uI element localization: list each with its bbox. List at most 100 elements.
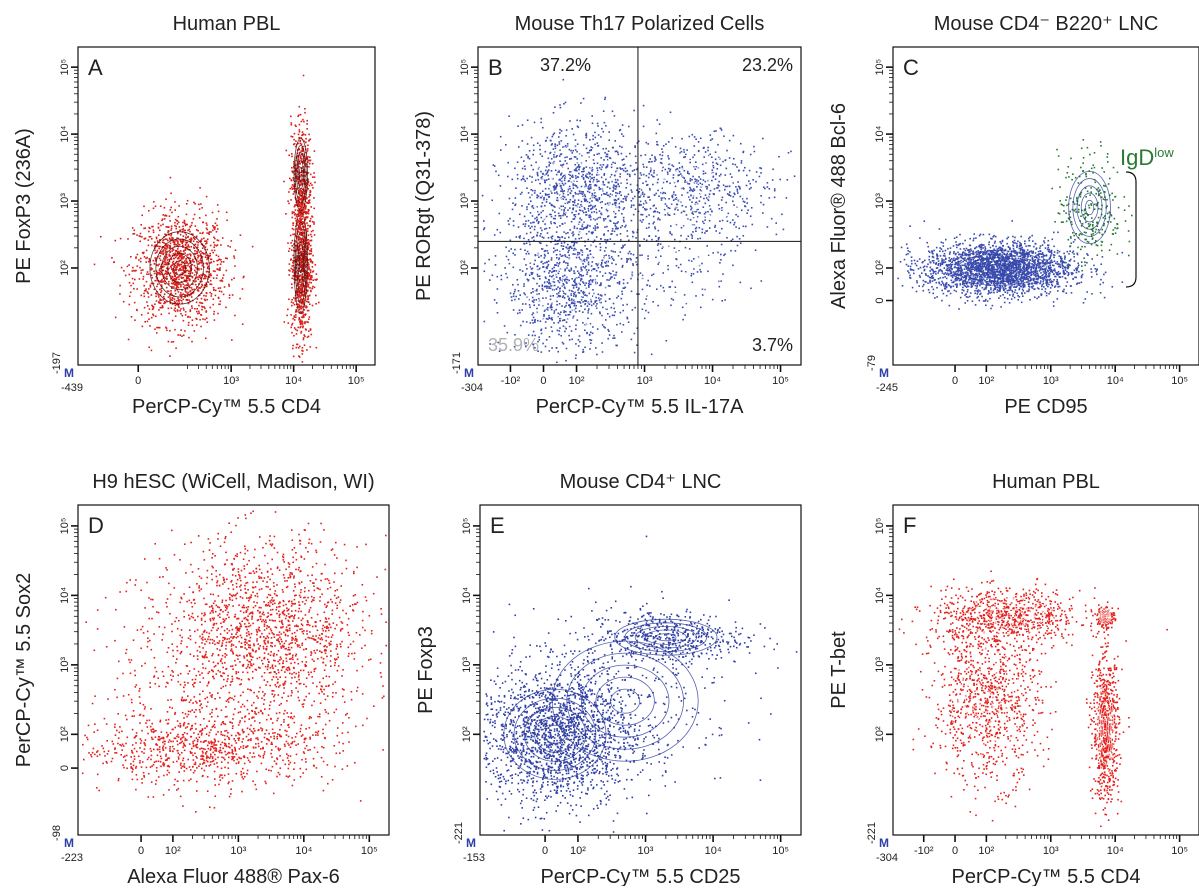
data-point <box>648 214 650 216</box>
plot-frame <box>78 47 375 365</box>
data-point <box>626 317 628 319</box>
data-point <box>707 211 709 213</box>
data-point <box>149 325 151 327</box>
data-point <box>527 119 529 121</box>
data-point <box>227 245 229 247</box>
data-point <box>542 190 544 192</box>
data-point <box>195 253 197 255</box>
data-point <box>308 248 310 250</box>
data-point <box>533 150 535 152</box>
data-point <box>554 145 556 147</box>
data-point <box>556 362 558 364</box>
data-point <box>178 300 180 302</box>
data-point <box>213 289 215 291</box>
data-point <box>494 165 496 167</box>
data-point <box>564 207 566 209</box>
data-point <box>571 269 573 271</box>
data-point <box>642 182 644 184</box>
data-point <box>608 139 610 141</box>
data-point <box>582 174 584 176</box>
data-point <box>538 195 540 197</box>
data-point <box>544 257 546 259</box>
x-min-label: -439 <box>61 382 83 394</box>
data-point <box>139 241 141 243</box>
data-point <box>605 254 607 256</box>
data-point <box>160 205 162 207</box>
data-point <box>578 173 580 175</box>
data-point <box>747 209 749 211</box>
data-point <box>146 257 148 259</box>
data-point <box>565 293 567 295</box>
data-point <box>654 211 656 213</box>
data-point <box>574 199 576 201</box>
data-point <box>532 291 534 293</box>
data-point <box>288 274 290 276</box>
data-point <box>617 193 619 195</box>
data-point <box>100 236 102 238</box>
data-point <box>198 255 200 257</box>
data-point <box>300 143 302 145</box>
data-point <box>691 235 693 237</box>
data-point <box>166 287 168 289</box>
data-point <box>166 276 168 278</box>
data-point <box>573 272 575 274</box>
data-point <box>531 237 533 239</box>
data-point <box>723 135 725 137</box>
data-point <box>635 237 637 239</box>
data-point <box>540 233 542 235</box>
data-point <box>214 319 216 321</box>
data-point <box>629 251 631 253</box>
data-point <box>692 157 694 159</box>
data-point <box>559 239 561 241</box>
data-point <box>558 313 560 315</box>
data-point <box>292 136 294 138</box>
data-point <box>616 324 618 326</box>
data-point <box>163 253 165 255</box>
data-point <box>555 186 557 188</box>
data-point <box>567 263 569 265</box>
data-point <box>177 223 179 225</box>
data-point <box>585 227 587 229</box>
data-point <box>739 238 741 240</box>
data-point <box>299 124 301 126</box>
data-point <box>714 131 716 133</box>
data-point <box>312 279 314 281</box>
data-point <box>548 286 550 288</box>
data-point <box>704 219 706 221</box>
data-point <box>200 203 202 205</box>
data-point <box>286 150 288 152</box>
data-point <box>683 188 685 190</box>
data-point <box>159 269 161 271</box>
data-point <box>655 193 657 195</box>
data-point <box>301 191 303 193</box>
data-point <box>586 233 588 235</box>
data-point <box>143 206 145 208</box>
data-point <box>540 118 542 120</box>
data-point <box>303 121 305 123</box>
data-point <box>593 227 595 229</box>
data-point <box>187 265 189 267</box>
data-point <box>725 174 727 176</box>
data-point <box>750 187 752 189</box>
data-point <box>212 252 214 254</box>
data-point <box>299 327 301 329</box>
data-point <box>199 187 201 189</box>
data-point <box>560 217 562 219</box>
data-point <box>298 114 300 116</box>
data-point <box>567 194 569 196</box>
data-point <box>571 128 573 130</box>
data-point <box>545 250 547 252</box>
data-point <box>690 206 692 208</box>
data-point <box>587 271 589 273</box>
data-point <box>523 285 525 287</box>
data-point <box>514 291 516 293</box>
data-point <box>547 281 549 283</box>
data-point <box>571 176 573 178</box>
data-point <box>183 309 185 311</box>
data-point <box>169 220 171 222</box>
data-point <box>623 221 625 223</box>
data-point <box>561 245 563 247</box>
data-point <box>588 269 590 271</box>
data-point <box>289 188 291 190</box>
data-point <box>517 279 519 281</box>
